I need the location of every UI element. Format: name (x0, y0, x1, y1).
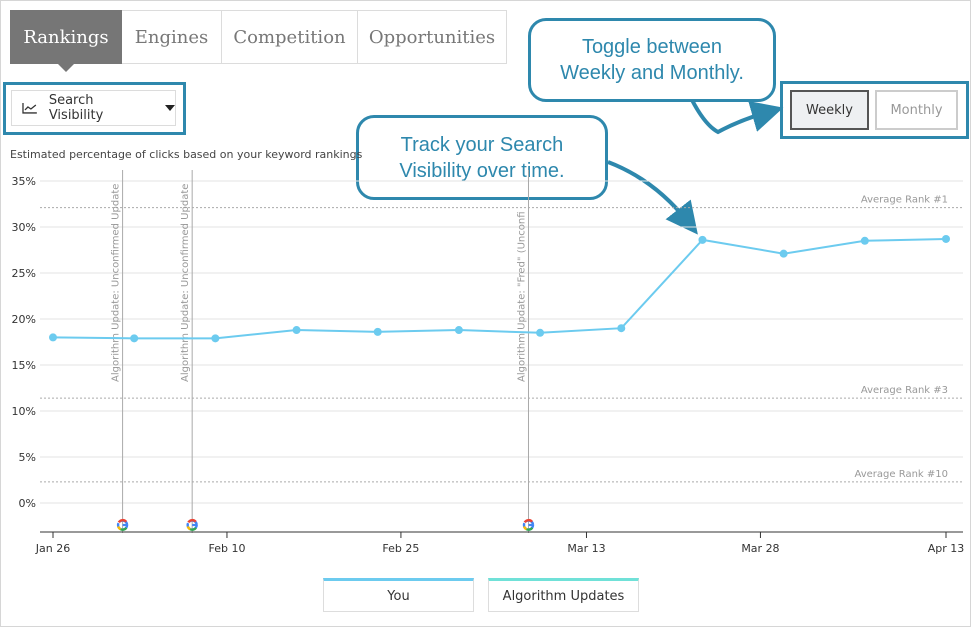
y-tick-label: 5% (19, 451, 36, 464)
reference-line-label: Average Rank #1 (861, 195, 948, 206)
tab-engines[interactable]: Engines (122, 10, 222, 64)
reference-line-label: Average Rank #3 (861, 385, 948, 396)
data-point (130, 334, 139, 343)
y-tick-label: 0% (19, 497, 36, 510)
metric-selector-highlight: Search Visibility (3, 82, 186, 135)
legend-label-algorithm-updates: Algorithm Updates (502, 588, 625, 604)
google-icon-yellow (117, 526, 122, 531)
tab-bar: Rankings Engines Competition Opportuniti… (10, 10, 507, 72)
track-arrow (607, 160, 698, 235)
tab-rankings[interactable]: Rankings (10, 10, 122, 72)
data-point (617, 324, 626, 333)
data-point (454, 326, 463, 335)
x-tick-label: Feb 10 (208, 542, 245, 555)
google-icon-red (117, 518, 128, 524)
legend-item-you[interactable]: You (323, 578, 474, 612)
data-point (860, 236, 869, 245)
chart-caption: Estimated percentage of clicks based on … (10, 148, 363, 161)
track-callout: Track your Search Visibility over time. (356, 115, 608, 200)
toggle-arrow (690, 99, 784, 135)
google-icon (522, 518, 535, 531)
algorithm-update-label: Algorithm Update: Unconfirmed Update (180, 184, 191, 382)
y-tick-label: 10% (12, 405, 36, 418)
google-icon-green (525, 526, 534, 531)
legend-label-you: You (387, 588, 410, 604)
x-tick-label: Mar 28 (741, 542, 779, 555)
reference-line-label: Average Rank #10 (854, 469, 948, 480)
y-tick-label: 15% (12, 359, 36, 372)
y-tick-label: 25% (12, 267, 36, 280)
google-icon-red (187, 518, 197, 524)
line-chart-icon (22, 103, 37, 114)
series-line-you (52, 237, 947, 340)
metric-dropdown[interactable]: Search Visibility (11, 90, 176, 126)
tab-competition[interactable]: Competition (222, 10, 358, 64)
google-icon (116, 518, 129, 531)
legend-item-algorithm-updates[interactable]: Algorithm Updates (488, 578, 639, 612)
tab-opportunities[interactable]: Opportunities (358, 10, 507, 64)
google-icon-yellow (186, 526, 191, 531)
x-tick-label: Mar 13 (567, 542, 605, 555)
google-icon-yellow (522, 526, 528, 531)
visibility-line-chart: 0% 5% 10% 15% 20% 25% 30% 35% Average Rank #1 Av… (12, 170, 965, 555)
algorithm-update-label: Algorithm Update: "Fred" (Unconfi (516, 211, 527, 382)
monthly-button[interactable]: Monthly (875, 90, 958, 130)
metric-dropdown-label: Search Visibility (48, 93, 104, 123)
data-point (211, 334, 220, 343)
y-tick-label: 20% (12, 313, 36, 326)
weekly-button[interactable]: Weekly (790, 90, 869, 130)
y-tick-label: 30% (12, 221, 36, 234)
x-tick-label: Apr 13 (928, 542, 965, 555)
chevron-down-icon (165, 105, 175, 111)
toggle-callout: Toggle between Weekly and Monthly. (528, 18, 776, 102)
google-icon-green (189, 526, 197, 531)
google-icon (186, 518, 198, 531)
x-tick-label: Jan 26 (35, 542, 70, 555)
data-point (536, 328, 545, 337)
data-point (779, 249, 788, 258)
data-point (373, 327, 382, 336)
y-tick-label: 35% (12, 175, 36, 188)
google-icon-green (120, 526, 128, 531)
data-point (698, 235, 707, 244)
data-point (292, 326, 301, 335)
data-point (942, 234, 950, 243)
interval-toggle-highlight: Weekly Monthly (780, 81, 969, 139)
algorithm-update-label: Algorithm Update: Unconfirmed Update (111, 184, 122, 382)
data-point (49, 333, 57, 342)
google-icon-red (523, 518, 534, 524)
x-tick-label: Feb 25 (382, 542, 419, 555)
